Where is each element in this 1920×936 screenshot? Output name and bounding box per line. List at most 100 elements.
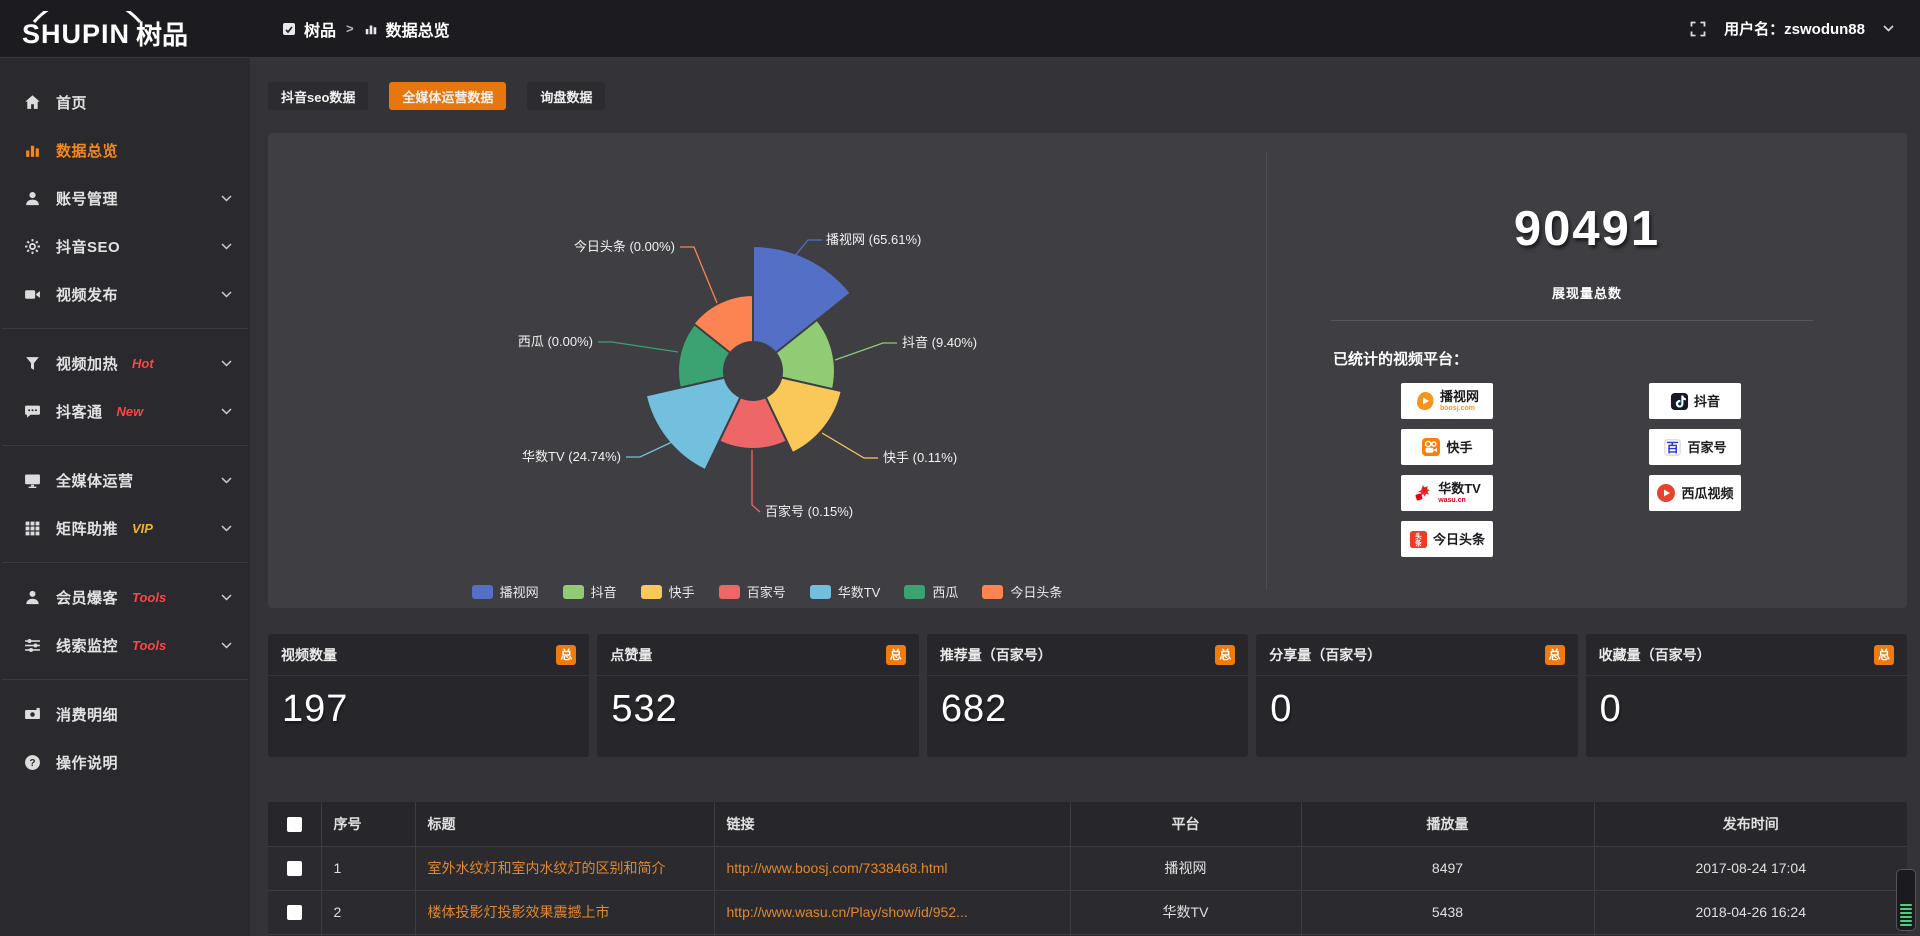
member-icon	[23, 588, 41, 606]
legend-item-抖音[interactable]: 抖音	[562, 582, 617, 601]
pie-slice-快手[interactable]	[764, 376, 843, 455]
chevron-down-icon	[221, 641, 232, 649]
cell-time: 2017-08-24 17:04	[1594, 846, 1907, 891]
fullscreen-icon[interactable]	[1690, 21, 1706, 37]
total-badge: 总	[885, 644, 906, 665]
platform-logo-icon: 百	[1663, 438, 1682, 457]
chevron-down-icon	[221, 359, 232, 367]
legend-item-今日头条[interactable]: 今日头条	[982, 582, 1062, 601]
sidebar-item-操作说明[interactable]: ? 操作说明	[0, 738, 250, 786]
bar-chart-icon	[23, 141, 41, 159]
legend-item-西瓜[interactable]: 西瓜	[904, 582, 958, 601]
row-checkbox[interactable]	[286, 861, 302, 877]
pie-chart-area: 播视网 (65.61%) 抖音 (9.40%) 快手 (0.11%) 百家号 (0.1…	[268, 133, 1266, 608]
chevron-down-icon[interactable]	[1883, 25, 1894, 32]
videos-table: 序号 标题 链接 平台 播放量 发布时间 1 室外水纹灯和室内水纹灯的区别和简介 http:/…	[268, 802, 1907, 936]
sidebar-item-线索监控[interactable]: 线索监控 Tools	[0, 621, 250, 669]
legend-item-播视网[interactable]: 播视网	[471, 582, 539, 601]
sidebar-item-全媒体运营[interactable]: 全媒体运营	[0, 456, 250, 504]
sidebar-item-账号管理[interactable]: 账号管理	[0, 174, 250, 222]
platforms-grid: 播视网 boosj.com 抖音 快手百百家号 华数TV wasu.cn 西瓜视频头条今日头…	[1401, 383, 1907, 557]
pie-slice-今日头条[interactable]	[692, 293, 754, 355]
sidebar-item-消费明细[interactable]: 消费明细	[0, 690, 250, 738]
tab-询盘数据[interactable]: 询盘数据	[527, 82, 606, 110]
monitor-icon	[23, 471, 41, 489]
question-icon: ?	[23, 753, 41, 771]
data-tabs: 抖音seo数据 全媒体运营数据 询盘数据	[268, 82, 1907, 110]
platform-badge-西瓜视频: 西瓜视频	[1649, 475, 1741, 511]
pie-label-line	[821, 432, 878, 459]
pie-label-快手: 快手 (0.11%)	[883, 450, 957, 465]
cell-title: 室外水纹灯和室内水纹灯的区别和简介	[415, 846, 715, 891]
pie-slice-播视网[interactable]	[752, 244, 853, 355]
platform-name: 快手	[1446, 439, 1473, 455]
platform-badge-华数TV: 华数TV wasu.cn	[1401, 475, 1493, 511]
user-icon	[23, 189, 41, 207]
tab-全媒体运营数据[interactable]: 全媒体运营数据	[389, 82, 507, 110]
rose-pie-chart: 播视网 (65.61%) 抖音 (9.40%) 快手 (0.11%) 百家号 (0.1…	[518, 232, 977, 519]
grid-icon	[23, 519, 41, 537]
stat-card-点赞量: 点赞量 总 532	[597, 634, 919, 757]
money-icon	[23, 705, 41, 723]
stat-card-收藏量（百家号）: 收藏量（百家号） 总 0	[1585, 634, 1908, 757]
pie-label-line	[834, 342, 897, 361]
platform-logo-icon: 头条	[1409, 530, 1428, 549]
chevron-down-icon	[221, 476, 232, 484]
platform-badge-播视网: 播视网 boosj.com	[1401, 383, 1493, 419]
cell-index: 1	[321, 846, 416, 891]
sidebar-item-首页[interactable]: 首页	[0, 78, 250, 126]
legend-item-百家号[interactable]: 百家号	[718, 582, 786, 601]
platform-name: 百家号	[1687, 439, 1727, 455]
col-header-播放量: 播放量	[1301, 802, 1595, 847]
tab-抖音seo数据[interactable]: 抖音seo数据	[268, 82, 369, 110]
sidebar-divider	[2, 445, 248, 446]
cell-link[interactable]: http://www.boosj.com/7338468.html	[726, 860, 948, 876]
platform-name: 今日头条	[1432, 531, 1485, 547]
select-all-checkbox[interactable]	[286, 817, 302, 833]
table-row: 1 室外水纹灯和室内水纹灯的区别和简介 http://www.boosj.com/7…	[268, 846, 1907, 891]
legend-label: 华数TV	[837, 585, 881, 600]
stat-card-value: 0	[1599, 688, 1622, 730]
legend-swatch	[809, 584, 831, 599]
stat-card-推荐量（百家号）: 推荐量（百家号） 总 682	[926, 634, 1249, 757]
legend-swatch	[718, 584, 740, 599]
breadcrumb-root[interactable]: 树品	[304, 22, 337, 40]
platform-logo-icon	[1670, 392, 1689, 411]
chevron-down-icon	[221, 194, 232, 202]
stat-card-label: 点赞量	[610, 646, 653, 663]
pie-label-百家号: 百家号 (0.15%)	[765, 504, 853, 519]
username-label[interactable]: 用户名：zswodun88	[1724, 21, 1865, 38]
legend-item-快手[interactable]: 快手	[640, 582, 695, 601]
platform-logo-icon	[1421, 437, 1441, 457]
sidebar-item-label: 视频发布	[56, 286, 119, 304]
stat-card-label: 推荐量（百家号）	[939, 646, 1052, 663]
col-header-发布时间: 发布时间	[1594, 802, 1907, 847]
sidebar-item-视频加热[interactable]: 视频加热 Hot	[0, 339, 250, 387]
platform-logo-icon	[1415, 391, 1435, 411]
platform-sub: boosj.com	[1439, 405, 1475, 412]
sidebar-item-会员爆客[interactable]: 会员爆客 Tools	[0, 573, 250, 621]
sidebar-item-矩阵助推[interactable]: 矩阵助推 VIP	[0, 504, 250, 552]
sidebar-item-label: 账号管理	[56, 190, 119, 208]
home-icon	[23, 93, 41, 111]
summary-area: 90491 展现量总数 已统计的视频平台： 播视网 boosj.com 抖音 快手 百百…	[1267, 133, 1907, 608]
svg-text:条: 条	[1414, 538, 1422, 547]
svg-text:头: 头	[1415, 531, 1422, 540]
legend-label: 百家号	[746, 585, 786, 600]
legend-label: 西瓜	[932, 585, 959, 600]
cell-index: 2	[321, 890, 416, 935]
cell-link[interactable]: http://www.wasu.cn/Play/show/id/952...	[726, 904, 968, 920]
platform-name: 抖音	[1693, 393, 1720, 409]
sidebar-item-抖客通[interactable]: 抖客通 New	[0, 387, 250, 435]
pie-slice-华数TV[interactable]	[644, 376, 742, 472]
legend-item-华数TV[interactable]: 华数TV	[809, 582, 881, 601]
sidebar-item-数据总览[interactable]: 数据总览	[0, 126, 250, 174]
total-impressions-label: 展现量总数	[1551, 286, 1622, 301]
scroll-indicator-widget[interactable]	[1896, 869, 1916, 931]
col-header-链接: 链接	[714, 802, 1071, 847]
sidebar-item-视频发布[interactable]: 视频发布	[0, 270, 250, 318]
row-checkbox[interactable]	[286, 905, 302, 921]
table-row-partial	[268, 934, 1907, 936]
sidebar-item-抖音SEO[interactable]: 抖音SEO	[0, 222, 250, 270]
platform-badge-百家号: 百百家号	[1649, 429, 1741, 465]
